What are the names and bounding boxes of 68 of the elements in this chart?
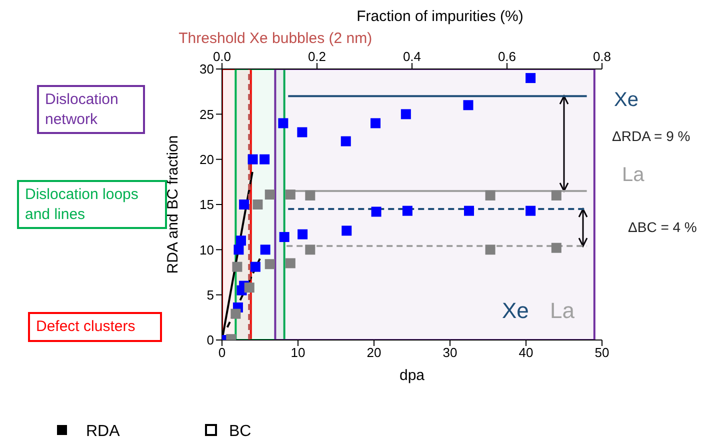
annotation: La [550,298,574,324]
x-tick-label: 10 [290,345,306,360]
point [298,229,308,240]
x-axis-title: dpa [399,367,426,384]
text: ΔRDA = 9 % [612,128,690,145]
ref-line-label: Threshold Xe bubbles (2 nm) [178,30,372,47]
point [250,262,260,272]
point [285,190,296,200]
point [285,258,296,268]
point [278,118,288,128]
point [305,244,316,255]
y-tick-label: 25 [200,106,214,122]
annotation: Xe [502,298,529,324]
point [305,190,316,200]
y-tick-label: 20 [200,152,214,167]
x2-tick-label: 0.8 [592,49,612,64]
point [340,136,351,146]
y-axis-title: RDA and BC fraction [164,135,182,274]
text: ΔBC = 4 % [628,219,697,236]
band-label: Dislocation loops and lines [25,186,138,222]
point [232,262,242,272]
x-tick-label: 50 [594,345,610,360]
point [248,154,258,164]
point [526,73,536,84]
point [551,242,562,253]
point [264,190,275,200]
point [264,259,275,270]
point [239,200,250,210]
band-label: Defect clusters [28,312,162,342]
point [526,206,536,216]
point [551,190,562,200]
point [371,206,382,217]
point [402,206,412,216]
point [485,190,496,200]
x2-tick-label: 0.0 [212,49,232,64]
point [244,282,254,293]
text: La [622,163,644,187]
point [260,244,270,255]
x2-tick-label: 0.4 [402,49,422,64]
point [279,232,290,242]
x-tick-label: 40 [518,345,534,360]
text: Xe [614,88,638,112]
point [464,206,474,216]
point [230,308,241,319]
point [342,226,352,236]
y-tick-label: 5 [206,287,214,302]
x-tick-label: 0 [218,345,226,360]
point [236,236,246,246]
y-tick-label: 30 [200,62,214,77]
x2-axis-title: Fraction of impurities (%) [356,8,524,25]
point [400,109,411,120]
point [485,244,496,255]
x-tick-label: 30 [442,345,458,360]
x2-tick-label: 0.6 [498,49,516,64]
y-tick-label: 0 [206,332,214,348]
point [234,244,244,255]
band-label: Dislocation network [37,85,145,134]
y-tick-label: 15 [200,197,214,212]
point [260,154,270,164]
x-tick-label: 20 [366,345,382,360]
x2-tick-label: 0.2 [308,49,326,64]
point [463,100,474,110]
text: BC [229,422,252,442]
text: RDA [86,422,120,442]
y-tick-label: 10 [200,242,214,258]
point [370,118,381,128]
point [297,127,308,138]
point [252,200,263,210]
